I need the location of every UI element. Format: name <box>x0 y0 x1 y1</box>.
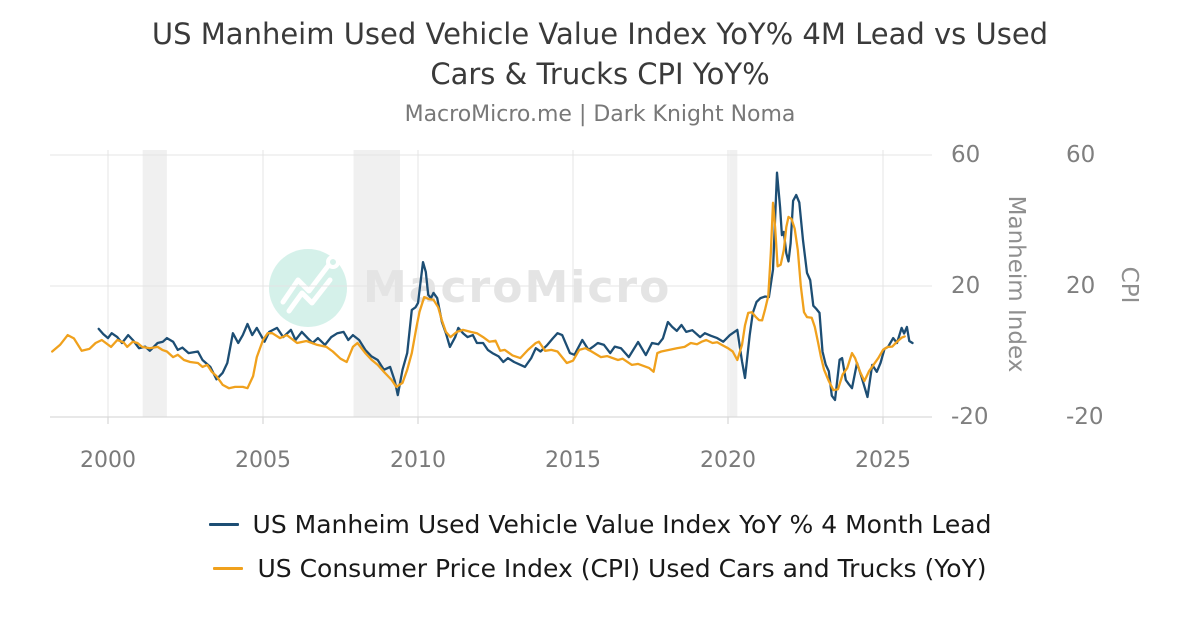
legend-label-manheim-lead: US Manheim Used Vehicle Value Index YoY … <box>252 509 992 539</box>
legend-item-cpi-used-cars[interactable]: US Consumer Price Index (CPI) Used Cars … <box>0 550 1200 586</box>
x-tick-label: 2000 <box>80 448 136 473</box>
legend-label-cpi-used-cars: US Consumer Price Index (CPI) Used Cars … <box>257 553 987 583</box>
x-tick-label: 2020 <box>700 448 756 473</box>
x-tick-label: 2025 <box>855 448 911 473</box>
cpi-axis-ticks: 60 20 -20 <box>1066 0 1146 630</box>
chart-title-line2: Cars & Trucks CPI YoY% <box>430 57 770 91</box>
chart-subtitle: MacroMicro.me | Dark Knight Noma <box>404 102 796 127</box>
manheim-axis-title: Manheim Index <box>1003 195 1029 373</box>
y-tick-label: 20 <box>1066 273 1096 299</box>
y-tick-label: -20 <box>951 404 989 430</box>
macromicro-logo-icon: MacroMicro <box>269 249 671 327</box>
recession-band <box>729 150 738 417</box>
y-tick-label: 60 <box>951 142 981 168</box>
x-tick-label: 2005 <box>235 448 291 473</box>
chart-title: US Manheim Used Vehicle Value Index YoY%… <box>0 14 1200 94</box>
manheim-axis-ticks: 60 20 -20 <box>951 0 1031 630</box>
legend-item-manheim-lead[interactable]: US Manheim Used Vehicle Value Index YoY … <box>0 506 1200 542</box>
plot-area: MacroMicro <box>50 150 932 426</box>
legend: US Manheim Used Vehicle Value Index YoY … <box>0 506 1200 586</box>
x-tick-label: 2010 <box>390 448 446 473</box>
y-tick-label: 20 <box>951 273 981 299</box>
series-line-cpi_used_cars <box>51 201 906 392</box>
chart-title-line1: US Manheim Used Vehicle Value Index YoY%… <box>151 17 1049 51</box>
x-axis-labels: 2000 2005 2010 2015 2020 2025 <box>50 448 932 476</box>
legend-line-swatch-orange <box>213 566 244 570</box>
chart-svg: MacroMicro <box>50 150 932 424</box>
x-tick-label: 2015 <box>545 448 601 473</box>
cpi-axis-title: CPI <box>1116 266 1142 304</box>
recession-band <box>142 150 167 417</box>
watermark-text: MacroMicro <box>363 262 671 313</box>
series-line-manheim_lead <box>97 171 914 402</box>
y-tick-label: -20 <box>1066 404 1104 430</box>
y-tick-label: 60 <box>1066 142 1096 168</box>
legend-line-swatch-blue <box>208 522 239 526</box>
